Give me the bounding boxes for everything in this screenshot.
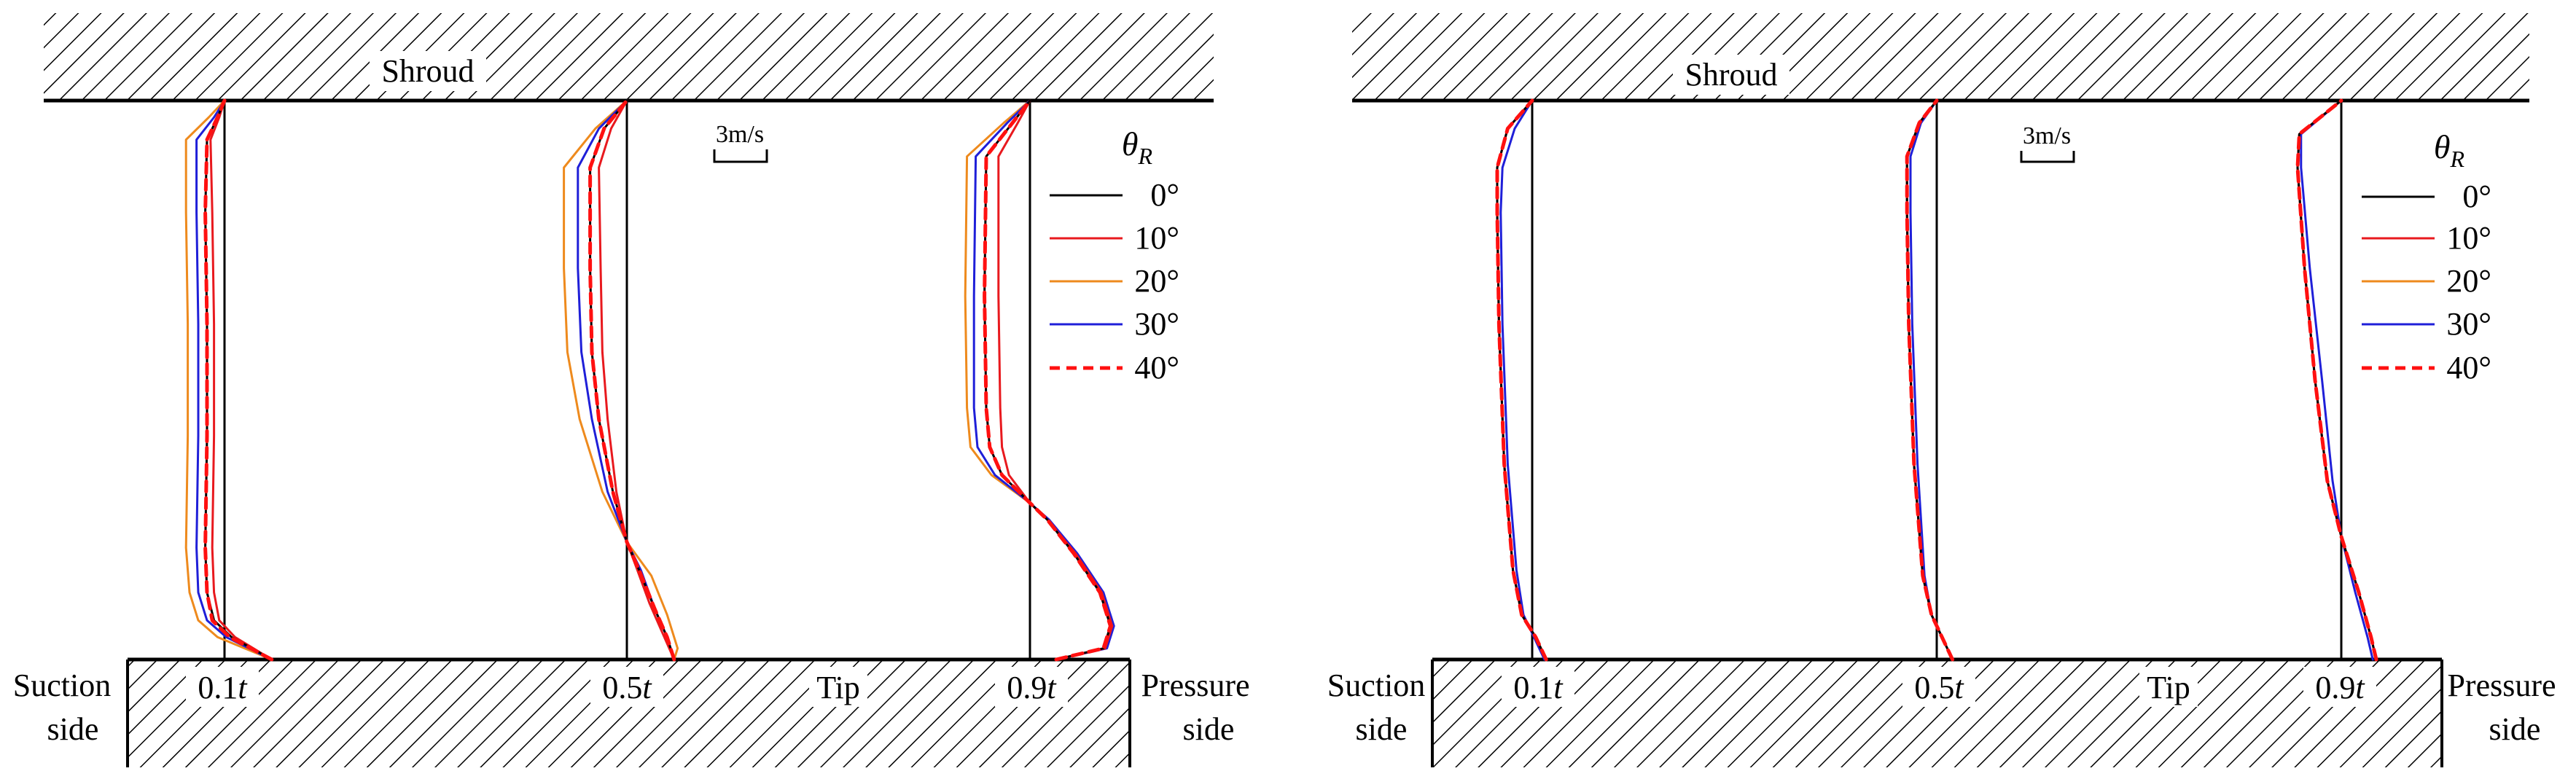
legend-title: θR [1122,125,1153,169]
legend-label-10°: 10° [1134,220,1179,256]
tip-label: Tip [816,670,860,705]
station-label-0.1t: 0.1t [1513,670,1564,705]
legend-label-30°: 30° [2446,306,2491,342]
profile-0.1t-0° [204,99,273,661]
station-label-bg [186,667,259,707]
station-label-bg [1502,667,1574,707]
profile-0.9t-40° [983,98,1112,662]
profile-0.9t-10° [2296,99,2378,661]
profile-0.9t-0° [2296,99,2378,661]
legend-label-40°: 40° [1134,350,1179,386]
profile-0.1t-40° [203,98,274,662]
scale-bar-label: 3m/s [716,121,764,148]
station-label-bg [995,667,1068,707]
pressure-side-label-line2: side [1183,711,1235,747]
legend: θR 0° 10° 20° 30° 40° [1050,125,1179,386]
profile-0.1t-30° [195,99,273,661]
pressure-side-label-line1: Pressure [2447,668,2556,703]
scale-bar-label: 3m/s [2023,122,2071,149]
scale-bar [2020,151,2075,163]
legend-label-20°: 20° [2446,263,2491,299]
station-label-0.9t: 0.9t [1007,670,1057,705]
pressure-side-label-line2: side [2489,711,2541,747]
profile-0.5t-20° [563,99,679,661]
legend: θR 0° 10° 20° 30° 40° [2362,128,2491,386]
scale-bar [713,149,768,163]
tip-label: Tip [2147,670,2190,705]
suction-side-label-line1: Suction [13,668,111,703]
station-label-0.1t: 0.1t [198,670,248,705]
profile-0.5t-40° [588,98,676,662]
left-panel: Shroud 0.1t 0.5t 0.9t Tip Suction side P… [13,13,1250,767]
profile-0.1t-10° [209,99,273,661]
tip-label-bg [2139,667,2198,707]
shroud-wall [1352,13,2529,101]
right-panel: Shroud 0.1t 0.5t 0.9t Tip Suction side P… [1327,13,2556,767]
profile-0.5t-40° [1905,98,1955,662]
profile-0.1t-30° [1499,99,1546,661]
profile-0.1t-40° [1495,98,1548,662]
profile-0.9t-10° [997,99,1114,661]
shroud-label-bg [370,51,486,91]
station-label-0.9t: 0.9t [2315,670,2365,705]
station-label-bg [1902,667,1975,707]
legend-label-20°: 20° [1134,263,1179,299]
legend-label-0°: 0° [1150,177,1179,213]
station-label-bg [2303,667,2376,707]
profile-0.9t-40° [2295,98,2378,662]
profile-curves [1495,98,2378,662]
profile-0.9t-30° [972,99,1115,661]
shroud-label: Shroud [1685,57,1777,93]
profile-0.9t-30° [2300,99,2374,661]
profile-0.9t-20° [2296,99,2378,661]
shroud-wall [44,13,1214,101]
profile-0.5t-10° [598,99,676,661]
legend-label-0°: 0° [2462,179,2491,214]
legend-label-30°: 30° [1134,306,1179,342]
profile-0.5t-30° [1909,99,1954,661]
suction-side-label-line2: side [1356,711,1408,747]
profile-curves [184,98,1115,662]
suction-side-label-line2: side [47,711,99,747]
shroud-label-bg [1673,55,1789,95]
profile-0.1t-20° [184,99,273,661]
pressure-side-label-line1: Pressure [1141,668,1249,703]
station-label-0.5t: 0.5t [1914,670,1964,705]
station-label-0.5t: 0.5t [602,670,652,705]
legend-label-10°: 10° [2446,220,2491,256]
legend-label-40°: 40° [2446,350,2491,386]
station-label-bg [590,667,663,707]
shroud-label: Shroud [381,53,474,89]
profile-0.5t-0° [589,99,676,661]
tip-label-bg [809,667,867,707]
suction-side-label-line1: Suction [1327,668,1425,703]
legend-title: θR [2434,128,2465,172]
